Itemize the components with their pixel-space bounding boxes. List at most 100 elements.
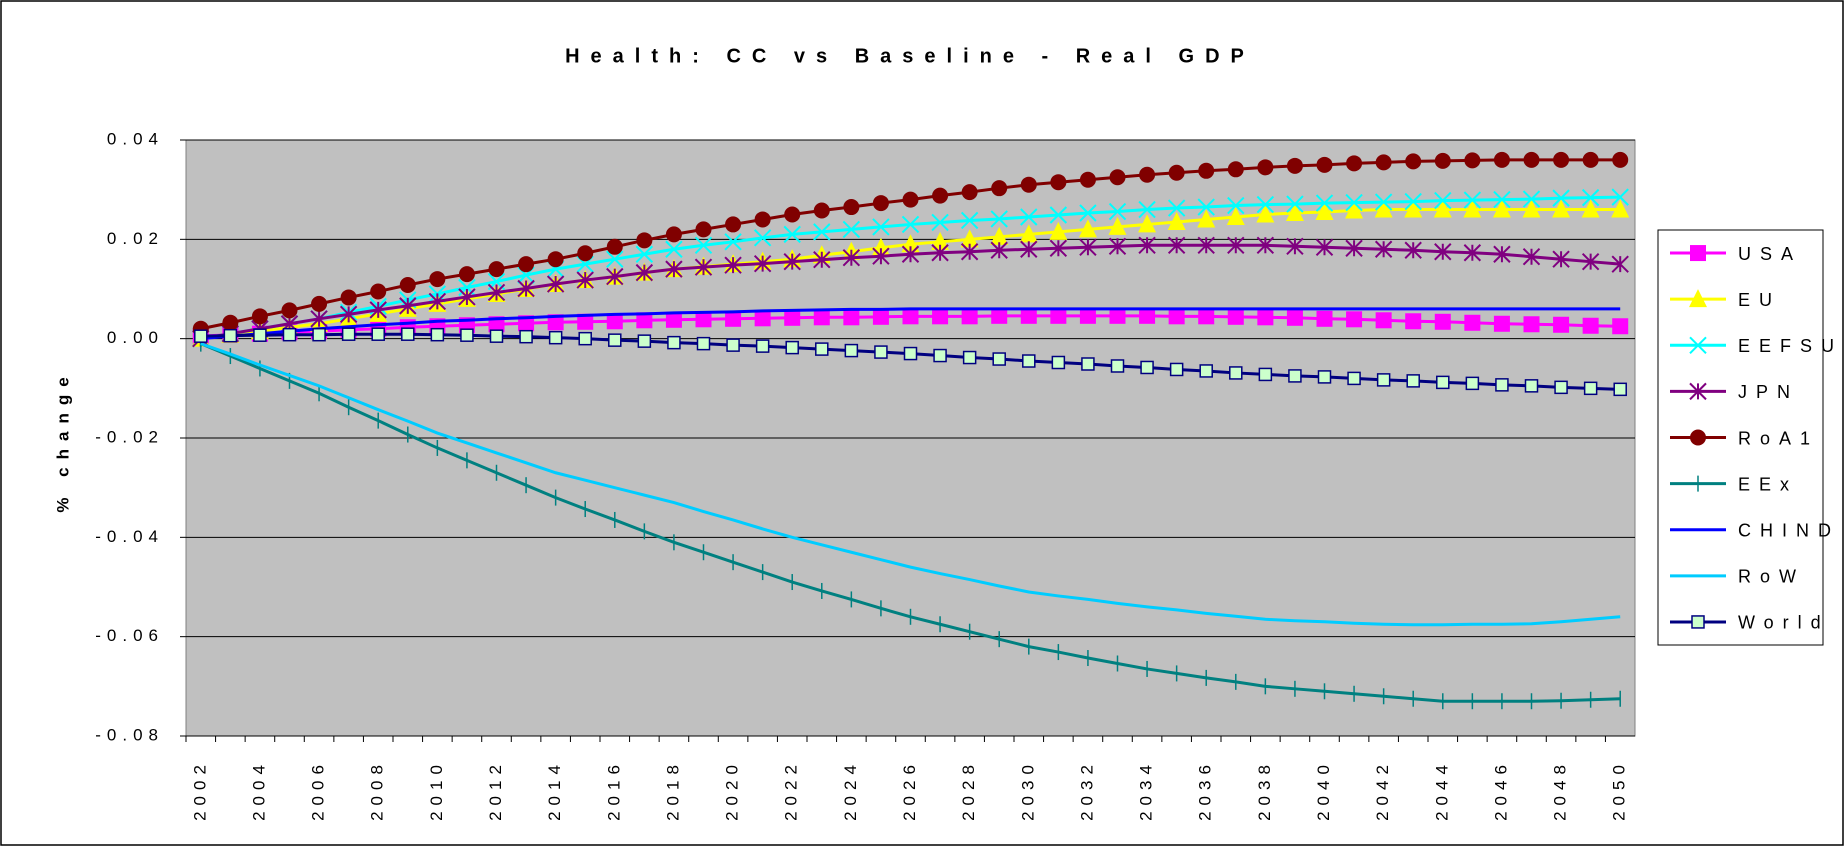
marker [458, 266, 475, 283]
series [200, 307, 1621, 341]
marker [1346, 311, 1363, 328]
legend-marker [1690, 245, 1706, 262]
marker [1611, 199, 1630, 218]
marker [635, 263, 654, 282]
marker [1286, 309, 1303, 326]
x-tick-label: 2028 [959, 759, 978, 821]
marker [1317, 370, 1332, 384]
legend-label: JPN [1738, 382, 1799, 402]
marker [1552, 199, 1571, 218]
x-tick-label: 2040 [1314, 759, 1333, 821]
marker [1465, 376, 1480, 391]
marker [695, 311, 712, 328]
legend-label: EEx [1738, 474, 1798, 494]
marker [1315, 202, 1334, 221]
marker [872, 218, 890, 236]
y-tick-label: -0.04 [95, 527, 164, 546]
legend-label: EU [1738, 290, 1781, 310]
marker [842, 220, 861, 239]
marker [399, 277, 416, 294]
y-tick-label: -0.02 [95, 427, 164, 446]
marker [1493, 190, 1511, 209]
marker [1198, 162, 1215, 179]
marker [1524, 379, 1539, 393]
marker [1286, 237, 1304, 255]
marker [1406, 374, 1420, 388]
marker [1049, 206, 1068, 224]
marker [1374, 199, 1393, 218]
x-tick-label: 2026 [900, 759, 919, 821]
marker [961, 184, 978, 201]
marker [1169, 362, 1184, 377]
chart-title: Health: CC vs Baseline - Real GDP [565, 45, 1255, 67]
x-tick-label: 2044 [1432, 759, 1451, 821]
marker [281, 302, 298, 319]
x-tick-label: 2032 [1077, 759, 1096, 821]
legend-marker [1689, 289, 1707, 308]
marker [1316, 156, 1333, 173]
marker [341, 327, 356, 341]
marker [1110, 359, 1125, 373]
marker [339, 305, 358, 324]
marker [1347, 371, 1361, 386]
marker [872, 195, 889, 212]
marker [902, 191, 919, 208]
marker [1081, 357, 1095, 371]
series [200, 342, 1621, 627]
marker [1463, 191, 1482, 209]
x-tick-label: 2036 [1196, 759, 1215, 821]
series [194, 327, 1627, 397]
marker [370, 283, 387, 300]
marker [903, 346, 918, 361]
marker [577, 245, 594, 262]
marker [872, 247, 890, 265]
marker [1463, 199, 1482, 218]
marker [1108, 202, 1127, 221]
legend-label: RoW [1738, 567, 1805, 587]
marker [901, 245, 920, 263]
marker [1405, 313, 1422, 330]
marker [1168, 164, 1185, 181]
marker [223, 328, 238, 343]
marker [1581, 199, 1600, 218]
marker [578, 331, 592, 346]
marker [783, 225, 801, 244]
marker [1256, 236, 1275, 255]
marker [548, 330, 563, 345]
series [192, 236, 1629, 348]
marker [1345, 239, 1363, 257]
marker [1139, 166, 1156, 183]
marker [1286, 195, 1304, 213]
marker [1464, 314, 1481, 331]
legend-label: USA [1738, 244, 1802, 264]
marker [1522, 248, 1541, 266]
marker [991, 180, 1008, 197]
marker [546, 275, 565, 293]
marker [399, 297, 417, 315]
marker [1434, 191, 1452, 210]
marker [844, 343, 859, 358]
marker [606, 238, 623, 255]
marker [1079, 307, 1096, 324]
marker [784, 206, 801, 223]
x-tick-label: 2046 [1491, 759, 1510, 821]
marker [724, 256, 742, 274]
marker [1079, 204, 1097, 222]
marker [1020, 208, 1038, 226]
marker [488, 261, 505, 278]
marker [1138, 236, 1156, 255]
marker [1049, 221, 1068, 240]
marker [1375, 154, 1392, 171]
marker [990, 226, 1009, 245]
x-tick-label: 2002 [190, 759, 209, 821]
marker [1434, 152, 1451, 169]
marker [547, 314, 564, 331]
marker [726, 338, 740, 352]
marker [371, 327, 385, 341]
marker [1198, 308, 1215, 325]
marker [1493, 245, 1511, 263]
marker [1108, 237, 1127, 255]
x-tick-label: 2016 [604, 759, 623, 821]
marker [665, 226, 682, 243]
